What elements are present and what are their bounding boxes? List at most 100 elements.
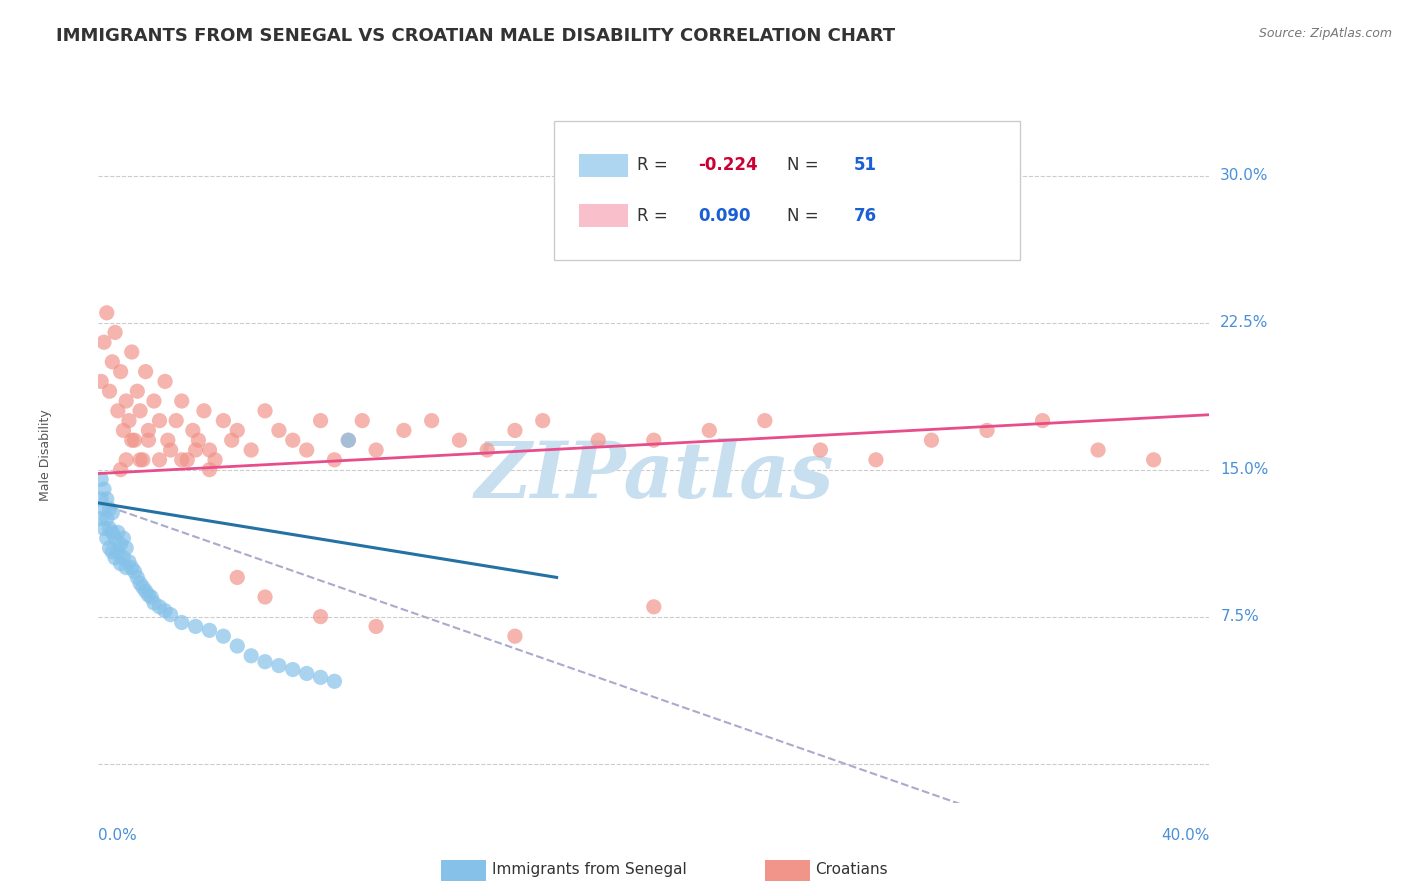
Point [212,629,235,643]
Text: R =: R = [637,207,673,225]
Point [115,394,138,409]
Text: R =: R = [637,156,673,175]
Point [121,345,143,359]
Point [96,306,118,320]
Point [107,525,129,540]
Point [337,434,360,448]
Point [309,609,332,624]
Point [309,414,332,428]
Point [110,537,132,551]
Point [170,615,193,630]
Point [148,414,170,428]
Point [112,424,135,438]
Point [107,404,129,418]
Point [104,550,127,565]
Point [159,607,181,622]
Point [295,666,318,681]
Point [118,414,141,428]
Point [156,434,179,448]
Point [392,424,415,438]
Point [323,674,346,689]
Point [132,580,155,594]
Point [212,414,235,428]
FancyBboxPatch shape [554,121,1021,260]
Point [148,452,170,467]
Text: Source: ZipAtlas.com: Source: ZipAtlas.com [1258,27,1392,40]
Point [118,555,141,569]
Text: 22.5%: 22.5% [1220,315,1268,330]
Text: 0.090: 0.090 [699,207,751,225]
Point [184,443,207,458]
Text: 7.5%: 7.5% [1220,609,1258,624]
Text: N =: N = [787,207,818,225]
Point [124,565,146,579]
Point [1143,452,1166,467]
Point [104,531,127,545]
Point [93,482,115,496]
Text: Croatians: Croatians [815,863,889,877]
Point [96,491,118,506]
Point [93,521,115,535]
Point [366,443,388,458]
Point [176,452,198,467]
Point [295,443,318,458]
Point [96,511,118,525]
Point [281,663,304,677]
Point [699,424,721,438]
Point [138,588,160,602]
Point [198,624,221,638]
Point [240,443,263,458]
Text: 40.0%: 40.0% [1161,828,1209,843]
Point [110,365,132,379]
Point [1032,414,1054,428]
Point [90,375,112,389]
Point [449,434,471,448]
Point [90,511,112,525]
Point [159,443,181,458]
Point [323,452,346,467]
Point [132,452,155,467]
Point [101,355,124,369]
Point [143,394,166,409]
Point [267,658,290,673]
Point [121,434,143,448]
Point [588,434,610,448]
Point [110,462,132,476]
Point [90,472,112,486]
Point [531,414,554,428]
Point [281,434,304,448]
Point [420,414,443,428]
Point [129,576,152,591]
Point [643,434,665,448]
Text: Male Disability: Male Disability [39,409,52,500]
Point [98,541,121,555]
Point [101,545,124,559]
Point [226,424,249,438]
Point [1087,443,1109,458]
Point [503,629,526,643]
Point [129,404,152,418]
Point [198,462,221,476]
Point [170,394,193,409]
Point [240,648,263,663]
Point [138,434,160,448]
Point [138,424,160,438]
Point [204,452,226,467]
Point [98,501,121,516]
Point [253,590,276,604]
Point [135,584,157,599]
Text: Immigrants from Senegal: Immigrants from Senegal [492,863,688,877]
Point [98,521,121,535]
Point [148,599,170,614]
Point [865,452,887,467]
Text: 0.0%: 0.0% [98,828,138,843]
Point [221,434,243,448]
Point [976,424,998,438]
Point [181,424,204,438]
Text: ZIPatlas: ZIPatlas [474,438,834,514]
Point [184,619,207,633]
Text: IMMIGRANTS FROM SENEGAL VS CROATIAN MALE DISABILITY CORRELATION CHART: IMMIGRANTS FROM SENEGAL VS CROATIAN MALE… [56,27,896,45]
Point [93,501,115,516]
Point [366,619,388,633]
Text: 76: 76 [853,207,877,225]
